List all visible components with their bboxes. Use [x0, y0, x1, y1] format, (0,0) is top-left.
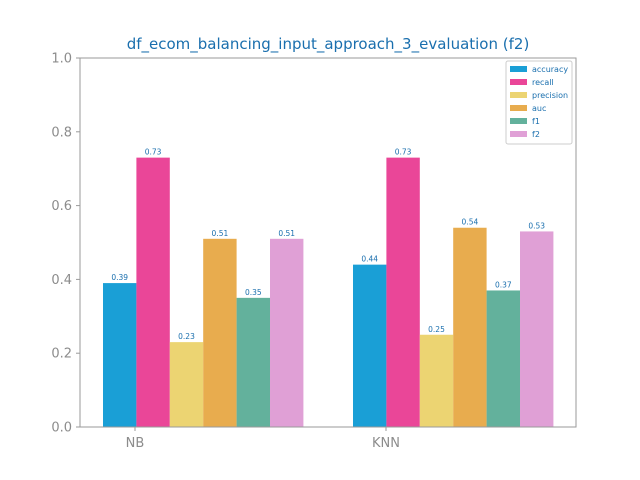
legend-swatch-f2 [510, 131, 527, 137]
legend: accuracy recall precision auc f1 f2 [505, 60, 573, 145]
legend-label-f1: f1 [532, 117, 540, 126]
legend-swatch-auc [510, 105, 527, 111]
bar-recall-knn [386, 157, 420, 427]
legend-label-accuracy: accuracy [532, 65, 568, 74]
legend-swatch-recall [510, 79, 527, 85]
y-tick-label: 0.8 [51, 125, 72, 140]
bar-f1-nb [236, 297, 270, 427]
data-label-accuracy-knn: 0.44 [361, 255, 378, 264]
legend-swatch-accuracy [510, 66, 527, 72]
bar-accuracy-knn [353, 264, 387, 427]
data-label-auc-knn: 0.54 [462, 218, 479, 227]
legend-label-recall: recall [532, 78, 554, 87]
bar-accuracy-nb [103, 283, 137, 427]
bar-precision-knn [419, 334, 454, 427]
data-label-recall-nb: 0.73 [145, 148, 162, 157]
axes-frame [79, 57, 577, 428]
y-tick-label: 0.4 [51, 273, 72, 288]
bar-recall-nb [136, 157, 170, 427]
x-tick-label-nb: NB [126, 436, 145, 451]
y-tick-label: 1.0 [51, 52, 72, 67]
bar-auc-knn [453, 227, 487, 427]
y-tick-label: 0.0 [51, 421, 72, 436]
bar-precision-nb [169, 342, 204, 427]
data-label-accuracy-nb: 0.39 [111, 273, 128, 282]
bar-f2-knn [520, 231, 554, 427]
data-label-auc-nb: 0.51 [212, 229, 229, 238]
chart-title: df_ecom_balancing_input_approach_3_evalu… [127, 35, 530, 54]
y-tick-label: 0.2 [51, 347, 72, 362]
legend-swatch-precision [510, 92, 527, 98]
data-label-f2-nb: 0.51 [278, 229, 295, 238]
data-label-precision-knn: 0.25 [428, 325, 445, 334]
bar-f1-knn [486, 290, 520, 427]
bar-auc-nb [203, 238, 237, 427]
data-label-precision-nb: 0.23 [178, 332, 195, 341]
plot-area: 0.39 0.44 0.73 0.73 0.23 0.25 0.51 0.54 0.35 0.37… [51, 52, 577, 451]
data-label-f1-nb: 0.35 [245, 288, 262, 297]
legend-label-auc: auc [532, 104, 546, 113]
data-label-f1-knn: 0.37 [495, 280, 512, 289]
x-tick-label-knn: KNN [372, 436, 400, 451]
data-label-f2-knn: 0.53 [528, 221, 545, 230]
data-label-recall-knn: 0.73 [395, 148, 412, 157]
y-tick-label: 0.6 [51, 199, 72, 214]
legend-swatch-f1 [510, 118, 527, 124]
bar-f2-nb [270, 238, 304, 427]
legend-label-precision: precision [532, 91, 568, 100]
legend-label-f2: f2 [532, 130, 540, 139]
